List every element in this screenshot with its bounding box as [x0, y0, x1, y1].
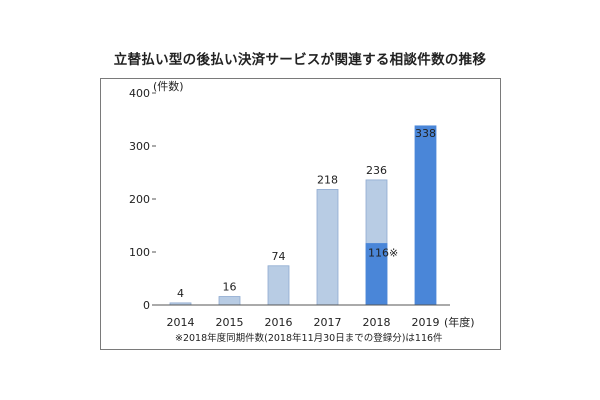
overlay-data-label: 116※ — [368, 247, 398, 260]
y-tick-label: 400 — [129, 87, 150, 100]
data-label-2016: 74 — [272, 250, 286, 263]
data-label-2014: 4 — [177, 287, 184, 300]
chart-frame — [100, 78, 501, 350]
x-tick-label: 2019 — [412, 316, 440, 329]
x-tick-label: 2015 — [216, 316, 244, 329]
x-tick-label: 2016 — [265, 316, 293, 329]
data-label-2017: 218 — [317, 173, 338, 186]
x-tick-label: 2017 — [314, 316, 342, 329]
data-label-2018: 236 — [366, 164, 387, 177]
y-axis-unit-label: (件数) — [153, 80, 184, 93]
x-axis-unit-label: (年度) — [444, 315, 475, 329]
y-axis-ticks: 0 100 200 300 400 — [129, 87, 156, 312]
chart-title: 立替払い型の後払い決済サービスが関連する相談件数の推移 — [113, 52, 487, 68]
y-tick-label: 300 — [129, 140, 150, 153]
bar-2019 — [414, 125, 437, 306]
y-tick-label: 100 — [129, 246, 150, 259]
data-labels: 4 16 74 218 116※ 236 338 — [177, 127, 436, 300]
y-tick-label: 200 — [129, 193, 150, 206]
y-tick-label: 0 — [143, 299, 150, 312]
data-label-2015: 16 — [223, 281, 237, 294]
bar-2015 — [218, 296, 241, 306]
footnote: ※2018年度同期件数(2018年11月30日までの登録分)は116件 — [175, 333, 443, 344]
bars — [169, 125, 437, 306]
x-tick-label: 2014 — [167, 316, 195, 329]
x-axis-ticks: 2014 2015 2016 2017 2018 2019 — [167, 316, 440, 329]
data-label-2019: 338 — [415, 127, 436, 140]
bar-2017 — [316, 189, 339, 306]
x-tick-label: 2018 — [363, 316, 391, 329]
bar-2016 — [267, 265, 290, 306]
